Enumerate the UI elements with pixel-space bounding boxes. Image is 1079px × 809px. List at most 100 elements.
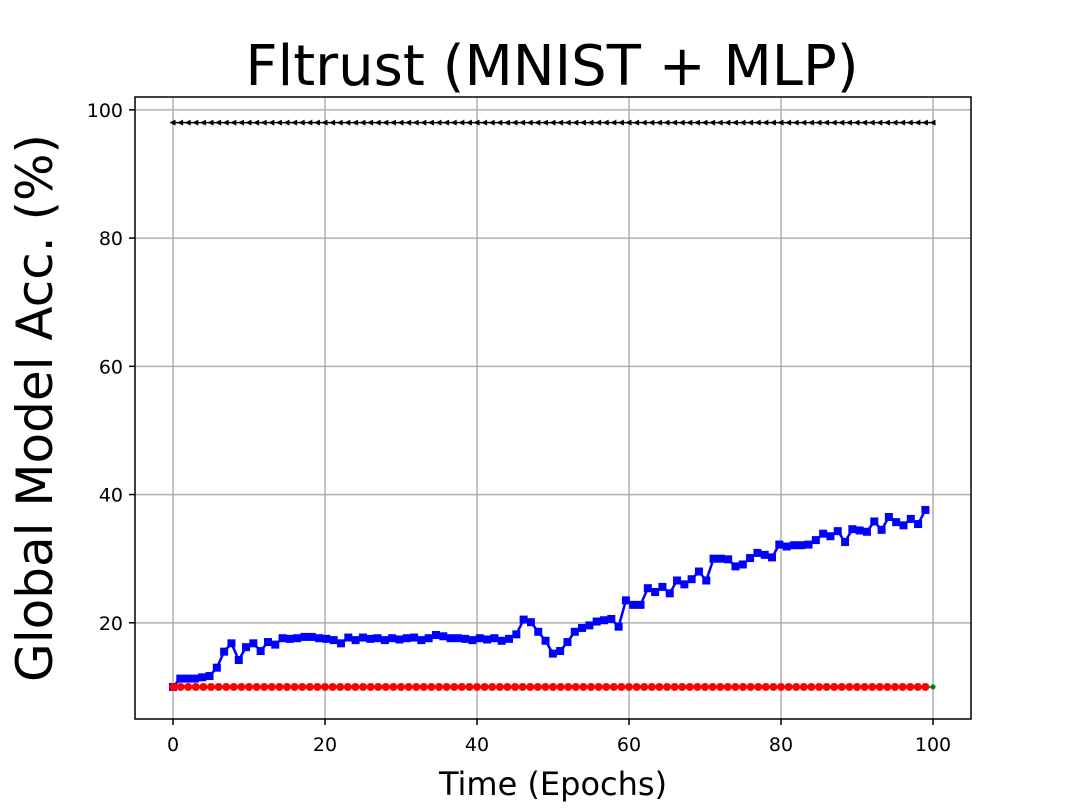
data-point bbox=[731, 119, 738, 126]
data-point bbox=[883, 119, 890, 126]
data-point bbox=[229, 682, 238, 691]
data-point bbox=[784, 682, 793, 691]
data-point bbox=[534, 119, 541, 126]
data-point bbox=[220, 647, 229, 656]
data-point bbox=[526, 119, 533, 126]
data-point bbox=[870, 517, 879, 526]
data-point bbox=[184, 119, 191, 126]
data-point bbox=[610, 119, 617, 126]
data-point bbox=[252, 682, 261, 691]
data-point bbox=[300, 632, 309, 641]
x-tick-label: 60 bbox=[617, 734, 641, 756]
data-point bbox=[693, 119, 700, 126]
data-point bbox=[823, 119, 830, 126]
data-point bbox=[762, 119, 769, 126]
data-point bbox=[488, 119, 495, 126]
data-point bbox=[315, 634, 324, 643]
data-point bbox=[427, 119, 434, 126]
x-tick-label: 20 bbox=[313, 734, 337, 756]
data-point bbox=[389, 119, 396, 126]
data-point bbox=[723, 682, 732, 691]
data-point bbox=[207, 119, 214, 126]
data-point bbox=[830, 119, 837, 126]
data-point bbox=[571, 682, 580, 691]
data-point bbox=[702, 576, 711, 585]
data-point bbox=[260, 682, 269, 691]
data-point bbox=[617, 119, 624, 126]
data-point bbox=[397, 119, 404, 126]
y-tick-label: 60 bbox=[99, 356, 123, 378]
data-point bbox=[199, 119, 206, 126]
data-point bbox=[680, 580, 689, 589]
data-point bbox=[868, 682, 877, 691]
data-point bbox=[290, 682, 299, 691]
y-tick-label: 40 bbox=[99, 485, 123, 507]
data-point bbox=[640, 682, 649, 691]
data-point bbox=[556, 682, 565, 691]
data-point bbox=[526, 618, 535, 627]
data-point bbox=[753, 548, 762, 557]
data-point bbox=[602, 682, 611, 691]
data-point bbox=[862, 527, 871, 536]
data-point bbox=[404, 682, 413, 691]
data-point bbox=[268, 119, 275, 126]
data-point bbox=[512, 630, 521, 639]
data-point bbox=[777, 119, 784, 126]
data-point bbox=[190, 674, 199, 683]
data-point bbox=[366, 682, 375, 691]
data-point bbox=[457, 682, 466, 691]
data-point bbox=[199, 682, 208, 691]
data-point bbox=[731, 562, 740, 571]
data-point bbox=[468, 636, 477, 645]
data-point bbox=[245, 682, 253, 691]
data-point bbox=[848, 525, 857, 534]
data-point bbox=[427, 682, 436, 691]
data-point bbox=[643, 584, 652, 593]
data-point bbox=[899, 119, 906, 126]
data-point bbox=[709, 554, 718, 563]
data-point bbox=[490, 634, 499, 643]
data-point bbox=[298, 119, 305, 126]
data-point bbox=[792, 682, 801, 691]
data-point bbox=[607, 614, 616, 623]
data-point bbox=[549, 119, 556, 126]
y-tick-label: 20 bbox=[99, 613, 123, 635]
data-point bbox=[807, 682, 816, 691]
data-point bbox=[804, 540, 813, 549]
data-point bbox=[891, 682, 899, 691]
data-point bbox=[845, 119, 852, 126]
data-point bbox=[435, 682, 443, 691]
plot-frame bbox=[134, 96, 972, 720]
data-point bbox=[328, 682, 337, 691]
data-point bbox=[761, 682, 770, 691]
data-point bbox=[505, 634, 514, 643]
data-point bbox=[739, 682, 747, 691]
data-point bbox=[207, 682, 215, 691]
data-point bbox=[819, 529, 828, 538]
data-point bbox=[658, 582, 667, 591]
data-point bbox=[621, 596, 630, 605]
ticks: 0 20 40 60 80 100 20 40 60 80 100 bbox=[87, 100, 951, 756]
data-point bbox=[480, 682, 489, 691]
data-point bbox=[351, 119, 358, 126]
series-0 bbox=[169, 119, 936, 126]
data-point bbox=[746, 682, 755, 691]
data-point bbox=[906, 514, 915, 523]
data-point bbox=[557, 119, 564, 126]
data-point bbox=[678, 119, 685, 126]
y-tick-label: 100 bbox=[87, 100, 123, 122]
x-tick-label: 40 bbox=[465, 734, 489, 756]
data-point bbox=[769, 119, 776, 126]
data-point bbox=[260, 119, 267, 126]
data-point bbox=[380, 636, 389, 645]
data-point bbox=[853, 119, 860, 126]
data-point bbox=[592, 617, 601, 626]
data-point bbox=[169, 682, 177, 691]
data-point bbox=[198, 673, 207, 682]
data-point bbox=[609, 682, 618, 691]
data-point bbox=[599, 616, 608, 625]
data-point bbox=[892, 518, 901, 527]
data-point bbox=[906, 682, 915, 691]
data-point bbox=[861, 119, 868, 126]
